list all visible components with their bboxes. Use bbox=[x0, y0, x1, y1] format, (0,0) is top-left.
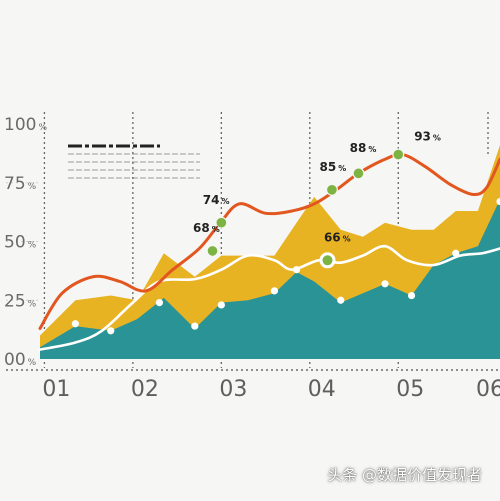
white-point bbox=[217, 301, 225, 309]
data-markers bbox=[71, 148, 500, 335]
y-tick-label: 00% bbox=[4, 350, 37, 370]
data-label: 93% bbox=[414, 129, 441, 143]
line-series bbox=[38, 152, 500, 351]
data-label: 74% bbox=[203, 193, 230, 207]
legend-placeholder-lines bbox=[68, 144, 200, 179]
data-label: 88% bbox=[350, 141, 377, 155]
data-label-suffix: % bbox=[212, 225, 220, 234]
highlight-point bbox=[353, 168, 364, 179]
highlight-point bbox=[393, 149, 404, 160]
y-tick-suffix: % bbox=[28, 358, 37, 368]
x-tick-label: 05 bbox=[396, 377, 424, 402]
y-tick-suffix: % bbox=[28, 241, 37, 251]
highlight-point bbox=[207, 246, 218, 256]
y-tick-suffix: % bbox=[28, 182, 37, 192]
y-tick-suffix: % bbox=[38, 123, 47, 133]
white-point bbox=[407, 291, 416, 300]
x-tick-label: 01 bbox=[42, 377, 70, 402]
data-label: 85% bbox=[320, 160, 347, 174]
highlight-point bbox=[327, 185, 337, 195]
white-point bbox=[496, 197, 500, 206]
y-tick-label: 100% bbox=[4, 115, 47, 135]
watermark-text: 头条 @数据价值发现者 bbox=[327, 466, 482, 484]
data-label: 66% bbox=[324, 231, 351, 245]
white-point bbox=[270, 287, 279, 295]
highlight-point bbox=[216, 217, 227, 228]
data-label-suffix: % bbox=[368, 145, 376, 154]
data-label: 68% bbox=[193, 221, 220, 235]
x-tick-label: 06 bbox=[476, 377, 500, 402]
x-tick-label: 04 bbox=[308, 377, 336, 402]
line-series-3 bbox=[38, 152, 500, 330]
data-label-suffix: % bbox=[338, 164, 346, 173]
highlight-point bbox=[319, 252, 336, 269]
area-series bbox=[40, 145, 500, 359]
x-tick-label: 02 bbox=[131, 377, 159, 402]
x-tick-label: 03 bbox=[219, 377, 247, 402]
y-tick-label: 50% bbox=[4, 233, 37, 253]
data-label-suffix: % bbox=[433, 133, 441, 142]
line-series-2 bbox=[38, 244, 500, 351]
data-label-suffix: % bbox=[221, 197, 229, 206]
white-point bbox=[337, 296, 345, 304]
y-tick-suffix: % bbox=[28, 299, 37, 309]
data-label-suffix: % bbox=[343, 235, 351, 244]
area-series-1 bbox=[40, 199, 500, 359]
data-labels: 68 % 74 % 85 %88 % 93 % 66% bbox=[193, 129, 441, 244]
white-point bbox=[292, 266, 301, 274]
y-tick-label: 75% bbox=[4, 174, 37, 194]
white-point bbox=[155, 299, 164, 307]
white-point bbox=[71, 320, 79, 328]
white-point bbox=[107, 327, 115, 335]
white-point bbox=[381, 280, 389, 288]
y-tick-label: 25% bbox=[4, 291, 37, 311]
white-point bbox=[452, 249, 460, 257]
white-point bbox=[191, 322, 199, 330]
gridlines bbox=[6, 112, 489, 368]
